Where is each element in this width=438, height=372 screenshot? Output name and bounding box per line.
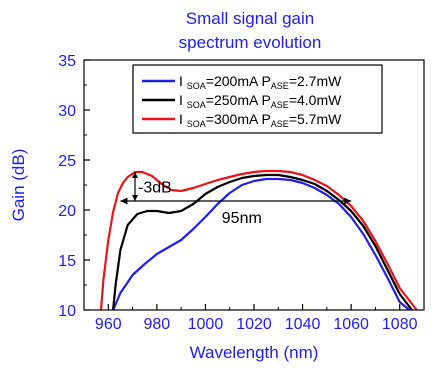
minus-3db-arrowhead-top bbox=[132, 172, 138, 178]
series-line-2 bbox=[112, 173, 413, 310]
x-tick-label: 1040 bbox=[285, 316, 321, 333]
bandwidth-label: 95nm bbox=[222, 210, 262, 227]
series-line-1 bbox=[112, 177, 411, 310]
series-line-3 bbox=[99, 169, 418, 310]
x-axis-label: Wavelength (nm) bbox=[190, 343, 319, 362]
bandwidth-arrowhead-left bbox=[120, 197, 128, 205]
minus-3db-label: -3dB bbox=[138, 180, 172, 197]
y-tick-label: 35 bbox=[58, 53, 76, 70]
annotation-layer: 95nm -3dB bbox=[120, 172, 352, 227]
title-line-2: spectrum evolution bbox=[179, 33, 322, 52]
bandwidth-arrowhead-right bbox=[344, 197, 352, 205]
legend-label-1: I SOA=200mA PASE=2.7mW bbox=[179, 73, 342, 91]
y-tick-label: 25 bbox=[58, 153, 76, 170]
title-line-1: Small signal gain bbox=[186, 9, 315, 28]
x-tick-label: 1080 bbox=[382, 316, 418, 333]
y-tick-label: 20 bbox=[58, 203, 76, 220]
chart-title: Small signal gain spectrum evolution bbox=[179, 9, 322, 52]
series-layer bbox=[99, 169, 418, 310]
minus-3db-arrowhead-bottom bbox=[132, 195, 138, 201]
x-axis-ticks: 960 980 1000 1020 1040 1060 1080 bbox=[83, 304, 425, 333]
x-tick-label: 980 bbox=[144, 316, 171, 333]
y-tick-label: 30 bbox=[58, 103, 76, 120]
x-tick-label: 960 bbox=[95, 316, 122, 333]
x-tick-label: 1060 bbox=[333, 316, 369, 333]
y-tick-label: 15 bbox=[58, 253, 76, 270]
y-tick-label: 10 bbox=[58, 303, 76, 320]
x-tick-label: 1000 bbox=[188, 316, 224, 333]
legend-label-3: I SOA=300mA PASE=5.7mW bbox=[179, 111, 342, 129]
legend-label-2: I SOA=250mA PASE=4.0mW bbox=[179, 92, 342, 110]
x-tick-label: 1020 bbox=[236, 316, 272, 333]
y-axis-ticks: 10 15 20 25 30 35 bbox=[58, 53, 90, 320]
y-axis-label: Gain (dB) bbox=[9, 149, 28, 222]
